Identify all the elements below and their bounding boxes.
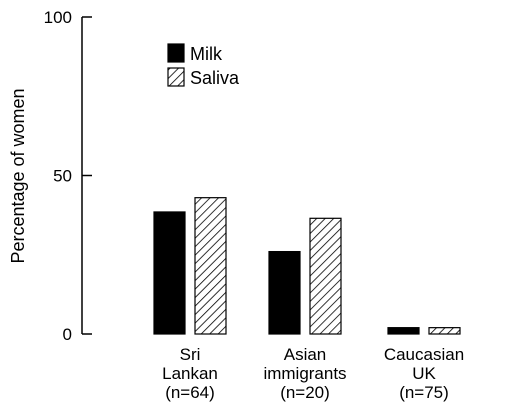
- x-category-label: Asian immigrants (n=20): [245, 345, 365, 402]
- y-tick-label: 50: [53, 167, 72, 186]
- x-category-label: Caucasian UK (n=75): [364, 345, 484, 402]
- bar-milk-1: [268, 250, 301, 335]
- bar-saliva-2: [428, 327, 461, 335]
- x-category-label-line: Caucasian: [383, 345, 465, 364]
- x-category-label-line: Asian: [283, 345, 327, 364]
- x-category-label-line: (n=20): [280, 383, 330, 402]
- legend-label-milk: Milk: [190, 44, 223, 64]
- y-tick-label: 100: [44, 8, 72, 27]
- x-category-label-line: Sri: [179, 345, 201, 364]
- x-category-label: Sri Lankan (n=64): [130, 345, 250, 402]
- legend-swatch-milk: [167, 43, 185, 63]
- bars: [153, 197, 461, 335]
- x-category-label-line: (n=75): [399, 383, 449, 402]
- bar-saliva-1: [309, 217, 342, 335]
- x-category-label-line: immigrants: [263, 364, 347, 383]
- bar-milk-2: [387, 327, 420, 335]
- x-category-label-line: (n=64): [165, 383, 215, 402]
- legend-label-saliva: Saliva: [190, 68, 240, 88]
- x-category-label-line: Lankan: [162, 364, 218, 383]
- legend: Milk Saliva: [167, 43, 240, 88]
- y-tick-label: 0: [63, 325, 72, 344]
- axes: 0 50 100: [44, 8, 92, 344]
- bar-saliva-0: [194, 197, 227, 335]
- x-category-label-line: UK: [412, 364, 436, 383]
- y-axis-label: Percentage of women: [8, 88, 28, 263]
- bar-milk-0: [153, 211, 186, 335]
- legend-swatch-saliva: [167, 67, 185, 87]
